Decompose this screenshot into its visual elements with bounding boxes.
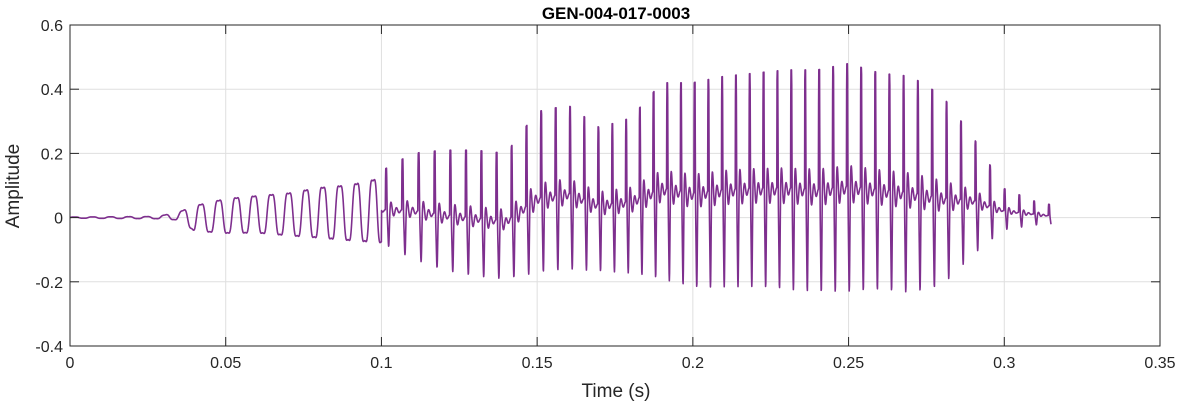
y-tick-label: -0.2 xyxy=(35,275,63,292)
x-axis-label: Time (s) xyxy=(582,381,651,402)
y-tick-label: 0.2 xyxy=(41,146,63,163)
x-tick-label: 0.25 xyxy=(833,355,864,372)
x-tick-label: 0.2 xyxy=(682,355,704,372)
x-tick-label: 0.35 xyxy=(1144,355,1175,372)
y-tick-label: 0.4 xyxy=(41,82,63,99)
x-tick-label: 0.1 xyxy=(370,355,392,372)
x-tick-label: 0 xyxy=(66,355,75,372)
y-tick-label: 0 xyxy=(54,211,63,228)
signal-line xyxy=(69,62,1052,293)
x-tick-labels: 0 0.05 0.1 0.15 0.2 0.25 0.3 0.35 xyxy=(66,355,1176,372)
x-tick-label: 0.3 xyxy=(993,355,1015,372)
x-tick-label: 0.15 xyxy=(522,355,553,372)
chart-title: GEN-004-017-0003 xyxy=(542,4,690,23)
axes-box xyxy=(69,24,1161,347)
plot-area xyxy=(70,25,1160,346)
axes-frame xyxy=(69,24,1161,347)
y-tick-labels: -0.4 -0.2 0 0.2 0.4 0.6 xyxy=(35,18,63,356)
y-tick-label: -0.4 xyxy=(35,339,63,356)
y-tick-label: 0.6 xyxy=(41,18,63,35)
y-axis-label: Amplitude xyxy=(3,144,24,229)
x-tick-label: 0.05 xyxy=(210,355,241,372)
grid xyxy=(70,25,1160,346)
signal-layer xyxy=(69,62,1052,293)
